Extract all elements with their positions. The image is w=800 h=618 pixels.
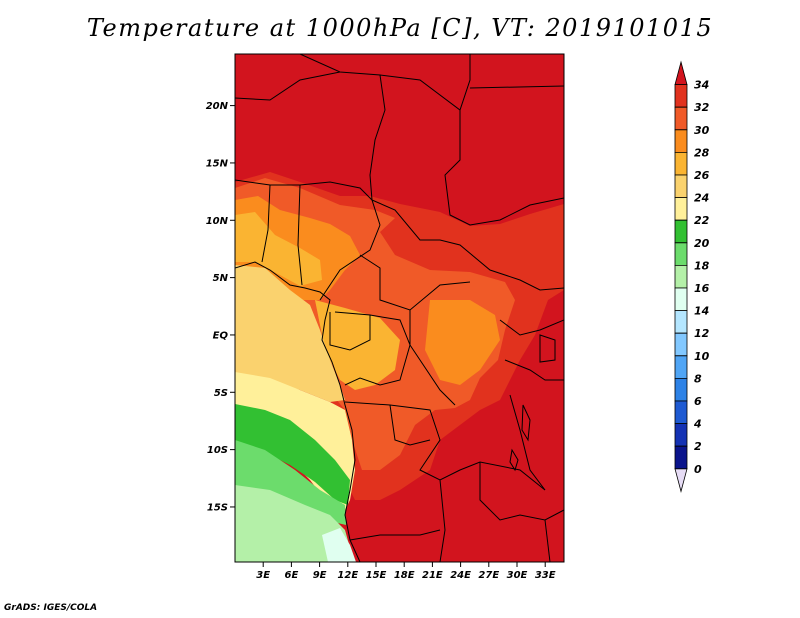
- border: [349, 529, 441, 541]
- colorbar-swatch: [674, 242, 688, 266]
- colorbar-swatch: [674, 197, 688, 221]
- lon-tick-label: 27E: [478, 570, 499, 581]
- border: [469, 85, 564, 89]
- border: [235, 179, 373, 201]
- colorbar-label: 12: [694, 327, 710, 340]
- colorbar-swatch: [674, 468, 688, 493]
- lake: [539, 334, 556, 363]
- lat-tick-label: 5S: [214, 388, 228, 399]
- colorbar-swatch: [674, 60, 688, 85]
- latitude-axis: 20N 15N 10N 5N EQ 5S 10S 15S: [206, 101, 235, 513]
- border: [371, 199, 564, 291]
- colorbar-swatch: [674, 129, 688, 153]
- lake: [521, 404, 531, 442]
- map-frame: [234, 53, 565, 563]
- lon-tick-label: 24E: [450, 570, 471, 581]
- colorbar-label: 16: [694, 282, 710, 295]
- colorbar-swatch: [674, 174, 688, 198]
- colorbar-label: 26: [694, 169, 710, 182]
- credit-text: GrADS: IGES/COLA: [4, 603, 98, 613]
- lon-tick-label: 9E: [313, 570, 327, 581]
- colorbar-swatch: [674, 287, 688, 311]
- colorbar-label: 24: [694, 192, 709, 205]
- lat-tick-label: EQ: [213, 330, 229, 341]
- chart-title: Temperature at 1000hPa [C], VT: 20191010…: [86, 14, 714, 42]
- colorbar-label: 8: [694, 372, 702, 385]
- colorbar-swatch: [674, 378, 688, 402]
- border: [499, 319, 564, 336]
- colorbar-swatch: [674, 265, 688, 289]
- border: [297, 184, 303, 286]
- lat-tick-label: 15S: [207, 502, 228, 513]
- lon-tick-label: 18E: [394, 570, 415, 581]
- colorbar-swatch: [674, 106, 688, 131]
- temperature-field: [235, 54, 564, 562]
- border: [509, 394, 546, 491]
- border: [409, 310, 456, 406]
- colorbar-label: 0: [694, 463, 702, 476]
- temp-region-26-28b: [425, 300, 500, 385]
- colorbar-label: 14: [694, 305, 709, 318]
- lat-tick-label: 20N: [206, 101, 229, 112]
- colorbar-label: 4: [693, 418, 702, 431]
- border: [359, 254, 471, 311]
- border: [329, 311, 371, 351]
- colorbar-label: 18: [694, 259, 710, 272]
- colorbar-label: 20: [694, 237, 710, 250]
- colorbar-label: 6: [694, 395, 702, 408]
- colorbar-label: 10: [694, 350, 710, 363]
- temp-region-22-24: [235, 265, 345, 402]
- longitude-axis: 3E 6E 9E 12E 15E 18E 21E 24E 27E 30E 33E: [256, 562, 556, 581]
- border: [504, 359, 564, 381]
- border: [479, 462, 564, 521]
- colorbar-swatch: [674, 84, 688, 108]
- coastline: [235, 261, 361, 562]
- colorbar-label: 22: [694, 214, 710, 227]
- colorbar-swatch: [674, 423, 688, 447]
- temp-region-14-16: [235, 485, 352, 562]
- lon-tick-label: 21E: [422, 570, 443, 581]
- lon-tick-label: 3E: [256, 570, 270, 581]
- temp-region-24-26b: [315, 300, 400, 390]
- temp-region-12-14: [322, 528, 356, 562]
- colorbar-swatch: [674, 310, 688, 334]
- border: [389, 404, 431, 446]
- border: [344, 401, 546, 491]
- lon-tick-label: 12E: [337, 570, 358, 581]
- border: [235, 71, 341, 101]
- colorbar-label: 32: [694, 101, 710, 114]
- lon-tick-label: 6E: [285, 570, 299, 581]
- colorbar-swatch: [674, 355, 688, 379]
- border: [444, 110, 564, 226]
- colorbar-label: 28: [694, 146, 710, 159]
- lat-tick-label: 15N: [206, 158, 229, 169]
- temp-region-18-20: [235, 404, 350, 505]
- border: [344, 314, 411, 386]
- lat-tick-label: 10N: [206, 216, 229, 227]
- border: [319, 224, 381, 301]
- colorbar-label: 34: [694, 79, 709, 92]
- lon-tick-label: 15E: [366, 570, 387, 581]
- colorbar-label: 30: [694, 124, 710, 137]
- border: [544, 519, 551, 562]
- lon-tick-label: 33E: [535, 570, 556, 581]
- colorbar-label: 2: [694, 440, 702, 453]
- colorbar-swatch: [674, 445, 688, 470]
- colorbar-swatch: [674, 400, 688, 424]
- lat-tick-label: 10S: [207, 445, 228, 456]
- border: [439, 479, 446, 562]
- map-figure: 20N 15N 10N 5N EQ 5S 10S 15S 3E 6E 9E 12E 15E 18E 21E…: [206, 53, 710, 581]
- colorbar-swatch: [674, 152, 688, 176]
- lon-tick-label: 30E: [507, 570, 528, 581]
- colorbar-swatch: [674, 219, 688, 244]
- lat-tick-label: 5N: [213, 273, 229, 284]
- lake: [509, 448, 519, 472]
- border: [261, 184, 271, 263]
- colorbar-swatch: [674, 332, 688, 357]
- country-borders: [235, 54, 564, 562]
- temp-region-16-18: [235, 440, 346, 525]
- border: [299, 54, 386, 226]
